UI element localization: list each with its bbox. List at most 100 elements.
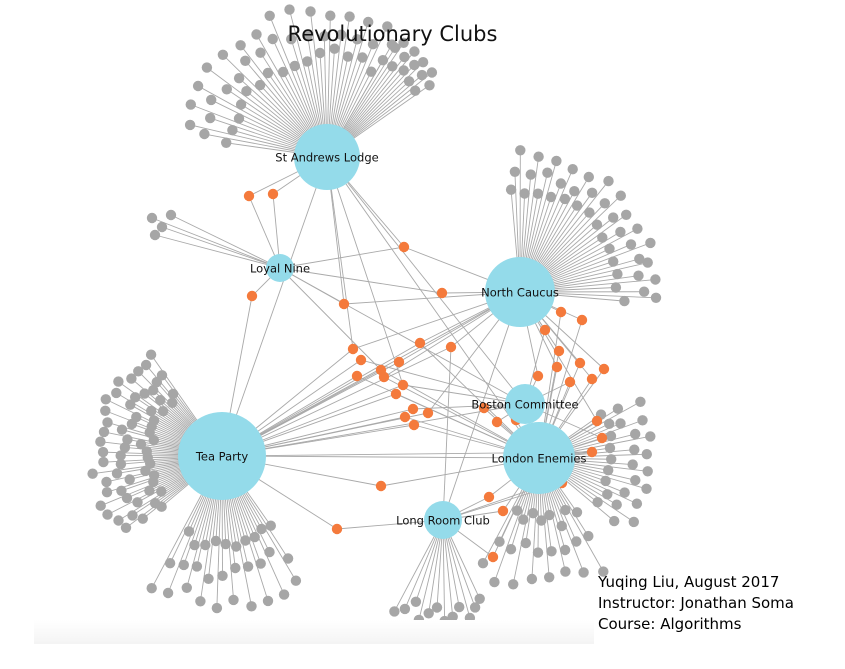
member-node <box>643 257 653 267</box>
member-node <box>343 51 353 61</box>
member-node <box>557 521 567 531</box>
shared-member-node <box>592 416 602 426</box>
member-node <box>166 210 176 220</box>
shared-member-node <box>409 420 419 430</box>
club-label: London Enemies <box>492 452 587 466</box>
member-node <box>121 523 131 533</box>
member-node <box>533 547 543 557</box>
member-node <box>195 596 205 606</box>
member-node <box>536 515 546 525</box>
member-node <box>305 6 315 16</box>
member-node <box>632 499 642 509</box>
club-label: St Andrews Lodge <box>275 151 378 165</box>
member-node <box>101 477 111 487</box>
membership-edge <box>152 218 280 268</box>
member-node <box>600 198 610 208</box>
members-layer <box>87 4 661 626</box>
member-node <box>98 447 108 457</box>
member-node <box>533 152 543 162</box>
member-node <box>147 213 157 223</box>
member-node <box>165 558 175 568</box>
club-label: Long Room Club <box>396 514 490 528</box>
member-node <box>418 57 428 67</box>
member-node <box>560 194 570 204</box>
member-node <box>221 138 231 148</box>
shared-member-node <box>379 372 389 382</box>
shared-member-node <box>556 307 566 317</box>
member-node <box>626 239 636 249</box>
member-node <box>256 558 266 568</box>
member-node <box>615 418 625 428</box>
member-node <box>236 99 246 109</box>
member-node <box>179 560 189 570</box>
member-node <box>642 449 652 459</box>
shared-member-node <box>399 242 409 252</box>
member-node <box>130 392 140 402</box>
shared-member-node <box>352 371 362 381</box>
member-node <box>199 129 209 139</box>
member-node <box>378 55 388 65</box>
member-node <box>99 427 109 437</box>
member-node <box>528 508 538 518</box>
member-node <box>157 370 167 380</box>
member-node <box>424 608 434 618</box>
member-node <box>325 11 335 21</box>
member-node <box>96 501 106 511</box>
member-node <box>231 541 241 551</box>
shared-member-node <box>244 191 254 201</box>
member-node <box>544 572 554 582</box>
member-node <box>146 350 156 360</box>
member-node <box>583 531 593 541</box>
member-node <box>101 394 111 404</box>
member-node <box>518 514 528 524</box>
shared-member-node <box>492 417 502 427</box>
membership-edge <box>171 215 280 268</box>
shared-member-node <box>540 325 550 335</box>
member-node <box>506 185 516 195</box>
member-node <box>156 486 166 496</box>
member-node <box>100 406 110 416</box>
member-node <box>241 86 251 96</box>
member-node <box>205 113 215 123</box>
member-node <box>592 220 602 230</box>
member-node <box>255 80 265 90</box>
member-node <box>189 540 199 550</box>
member-node <box>163 588 173 598</box>
club-label: North Caucus <box>481 286 559 300</box>
member-node <box>263 596 273 606</box>
member-node <box>521 538 531 548</box>
member-node <box>243 561 253 571</box>
member-node <box>240 535 250 545</box>
member-node <box>556 178 566 188</box>
shared-member-node <box>356 355 366 365</box>
member-node <box>584 172 594 182</box>
shared-member-node <box>332 524 342 534</box>
club-node-st-andrews: St Andrews Lodge <box>275 124 378 190</box>
member-node <box>604 419 614 429</box>
member-node <box>424 80 434 90</box>
member-node <box>645 238 655 248</box>
member-node <box>234 113 244 123</box>
member-node <box>95 437 105 447</box>
member-node <box>131 412 141 422</box>
member-node <box>551 156 561 166</box>
member-node <box>150 498 160 508</box>
shared-member-node <box>554 346 564 356</box>
member-node <box>629 445 639 455</box>
member-node <box>218 50 228 60</box>
club-node-tea-party: Tea Party <box>178 412 266 500</box>
member-node <box>125 474 135 484</box>
member-node <box>113 376 123 386</box>
member-node <box>155 395 165 405</box>
membership-edge <box>222 157 327 456</box>
member-node <box>568 164 578 174</box>
shared-member-node <box>400 412 410 422</box>
member-node <box>387 61 397 71</box>
club-node-boston-committee: Boston Committee <box>471 384 578 424</box>
shared-member-node <box>268 189 278 199</box>
member-node <box>606 454 616 464</box>
member-node <box>182 583 192 593</box>
member-node <box>603 465 613 475</box>
member-node <box>168 389 178 399</box>
shared-member-node <box>408 404 418 414</box>
